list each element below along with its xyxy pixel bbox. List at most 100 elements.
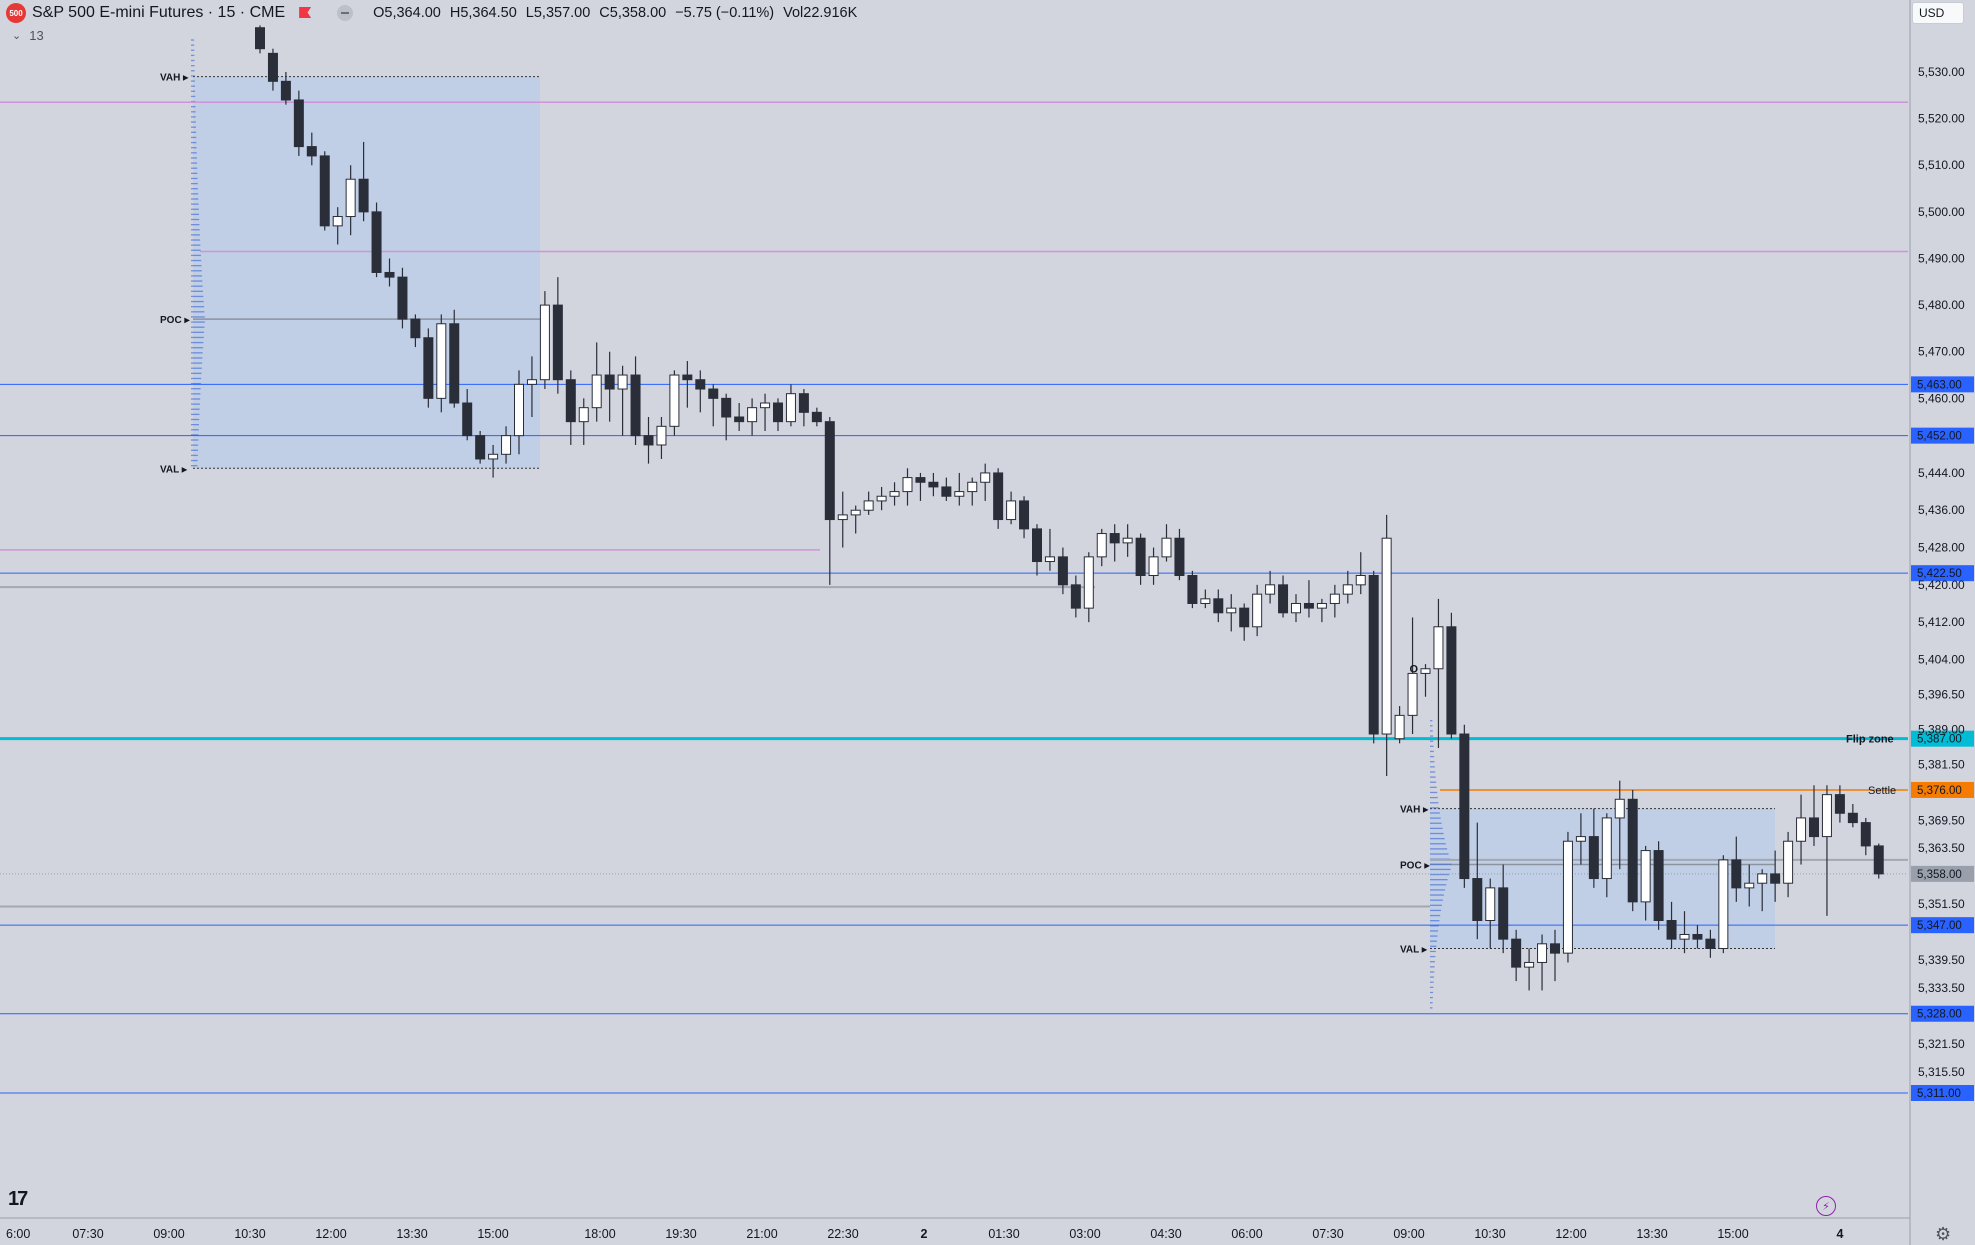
candle-body — [1316, 602, 1327, 609]
profile-bar — [1430, 894, 1444, 896]
price-tag — [1911, 865, 1974, 882]
candle-body — [1459, 733, 1470, 880]
profile-bar — [191, 188, 198, 190]
lightning-icon[interactable]: ⚡ — [1816, 1196, 1836, 1216]
candle-body — [980, 472, 991, 483]
candle-body — [1070, 584, 1081, 609]
price-tag — [1911, 730, 1974, 747]
candle-body — [1550, 943, 1560, 954]
candle-body — [669, 374, 680, 427]
profile-bar — [191, 249, 201, 251]
price-axis-bg — [1910, 0, 1975, 1245]
profile-bar — [191, 362, 203, 364]
profile-bar — [191, 382, 201, 385]
profile-bar — [191, 331, 205, 333]
candle-body — [1601, 817, 1612, 880]
price-tick-label: 5,404.00 — [1918, 652, 1965, 666]
candle-body — [1562, 840, 1573, 954]
candle-body — [1355, 575, 1366, 586]
candle-body — [747, 407, 758, 423]
profile-bar — [191, 290, 204, 292]
time-tick-label: 4 — [1837, 1227, 1844, 1241]
candle-body — [1614, 798, 1625, 819]
profile-bar — [1430, 791, 1438, 794]
profile-bar — [1430, 1007, 1433, 1009]
price-tick-label: 5,363.50 — [1918, 841, 1965, 855]
close-value: C5,358.00 — [599, 5, 667, 21]
profile-bar — [191, 162, 198, 164]
profile-bar — [191, 311, 205, 313]
profile-bar — [1430, 966, 1435, 968]
profile-bar — [191, 54, 195, 57]
minus-circle-icon[interactable] — [337, 5, 354, 21]
profile-bar — [191, 357, 203, 359]
profile-bar — [1430, 750, 1434, 753]
profile-bar — [1430, 971, 1435, 973]
time-axis: 6:00 07:30 09:00 10:30 12:00 13:30 15:00 18:00 1… — [0, 1217, 1910, 1241]
profile-bar — [1430, 771, 1436, 773]
candle-body — [1096, 533, 1107, 558]
candle-body — [1731, 859, 1742, 889]
tradingview-logo-icon[interactable]: 17 — [8, 1188, 28, 1210]
study-count: 13 — [29, 28, 44, 43]
candle-body — [1368, 575, 1379, 735]
price-tag-label: 5,311.00 — [1917, 1088, 1961, 1100]
candle-body — [1653, 850, 1664, 922]
price-tick-label: 5,444.00 — [1918, 466, 1965, 480]
profile-bar — [1430, 996, 1433, 999]
profile-bar — [191, 429, 199, 431]
profile-bar — [191, 454, 198, 457]
profile-bar — [1430, 930, 1439, 932]
profile-bar — [1430, 914, 1441, 917]
candle-body — [1524, 961, 1535, 968]
profile-bar — [1430, 817, 1441, 819]
open-value: O5,364.00 — [373, 5, 441, 21]
candle-body — [604, 374, 615, 390]
profile-bar — [1430, 755, 1435, 758]
profile-bar — [191, 157, 197, 159]
candle-body — [785, 393, 796, 423]
profile-bar — [191, 403, 200, 405]
profile-bar — [191, 418, 200, 421]
price-tag-label: 5,422.50 — [1917, 568, 1962, 580]
symbol-title[interactable]: S&P 500 E-mini Futures · 15 · CME — [32, 4, 286, 21]
profile-bar — [191, 434, 199, 436]
candle-body — [682, 374, 693, 381]
profile-bar — [191, 177, 198, 180]
currency-button[interactable]: USD — [1912, 2, 1964, 24]
price-tag — [1911, 917, 1974, 934]
profile-bar — [1430, 991, 1434, 994]
candle-body — [1588, 836, 1599, 880]
exchange-badge[interactable]: 500 — [6, 3, 26, 23]
candle-body — [1420, 668, 1431, 674]
profile-bar — [191, 65, 195, 67]
profile-bar — [191, 90, 196, 92]
price-tick-label: 5,412.00 — [1918, 615, 1965, 629]
candle-body — [773, 402, 783, 423]
profile-bar — [191, 39, 195, 41]
price-tick-label: 5,520.00 — [1918, 112, 1965, 126]
profile-bar — [191, 377, 202, 380]
profile-bar — [191, 218, 200, 221]
profile-bar — [191, 254, 201, 257]
time-tick-label: 22:30 — [827, 1227, 858, 1241]
price-tag-label: 5,376.00 — [1917, 785, 1962, 797]
gear-icon[interactable]: ⚙ — [1935, 1224, 1952, 1244]
flag-icon[interactable] — [299, 6, 311, 20]
candle-body — [436, 323, 447, 399]
profile-bar — [1430, 909, 1442, 912]
profile-bar — [1430, 848, 1448, 850]
studies-toggle[interactable]: ⌄ 13 — [12, 28, 44, 43]
candle-body — [1187, 575, 1198, 604]
candle-body — [1200, 598, 1211, 604]
candle-body — [630, 374, 641, 437]
time-tick-label: 21:00 — [746, 1227, 777, 1241]
profile-bar — [1430, 766, 1435, 768]
level-name: Settle — [1868, 785, 1896, 797]
candle-body — [1860, 822, 1871, 847]
profile-label-val: VAL ▸ — [160, 464, 188, 475]
price-tick-label: 5,470.00 — [1918, 345, 1965, 359]
profile-bar — [191, 152, 197, 154]
profile-bar — [191, 141, 197, 144]
